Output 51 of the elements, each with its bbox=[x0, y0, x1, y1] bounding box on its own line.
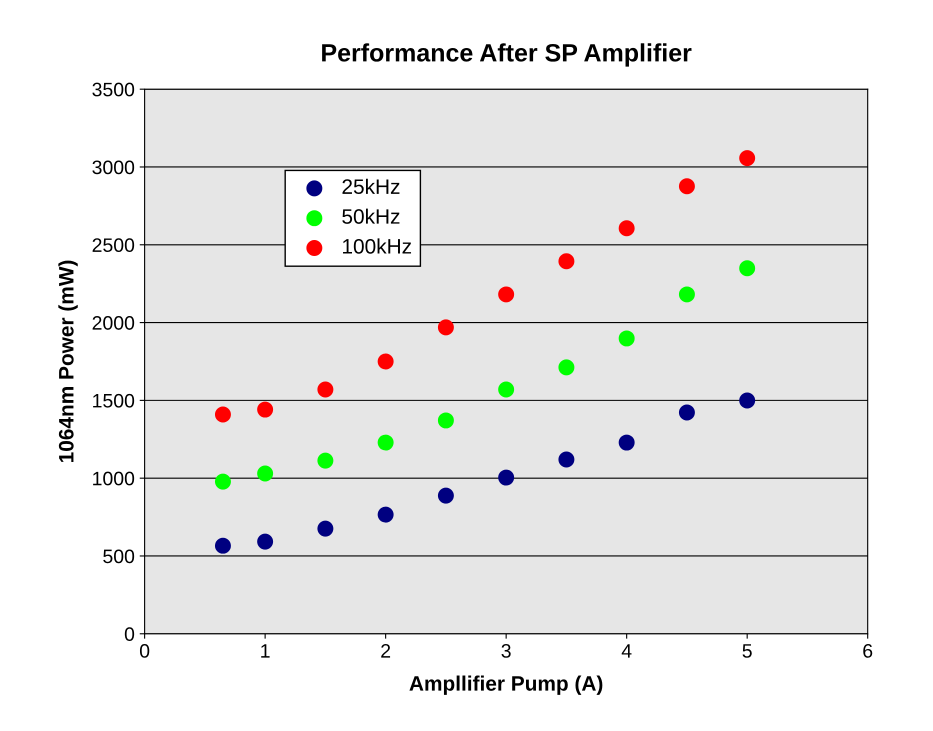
y-tick-label: 3500 bbox=[92, 82, 134, 96]
point bbox=[257, 466, 274, 482]
point bbox=[498, 470, 514, 486]
point bbox=[678, 286, 695, 302]
y-tick-label: 1000 bbox=[93, 472, 134, 486]
x-tick-label: 3 bbox=[501, 644, 511, 658]
point bbox=[257, 402, 274, 418]
y-tick-label: 2500 bbox=[92, 238, 134, 252]
y-tick-label: 0 bbox=[124, 627, 134, 642]
point bbox=[739, 260, 756, 276]
point bbox=[378, 434, 394, 451]
point bbox=[558, 452, 574, 468]
y-tick-label: 1500 bbox=[93, 394, 134, 408]
point bbox=[739, 150, 756, 166]
point bbox=[214, 538, 231, 554]
y-axis-title: 1064nm Power (mW) bbox=[58, 260, 78, 462]
point bbox=[618, 434, 635, 451]
point bbox=[558, 253, 574, 270]
chart-title: Performance After SP Amplifier bbox=[322, 43, 692, 67]
point bbox=[498, 286, 514, 302]
point bbox=[214, 406, 231, 423]
legend-label: 25kHz bbox=[342, 178, 400, 194]
point bbox=[438, 319, 454, 336]
point bbox=[438, 412, 454, 428]
point bbox=[678, 404, 695, 420]
x-tick-label: 4 bbox=[622, 644, 632, 658]
point bbox=[739, 392, 756, 409]
point bbox=[678, 178, 695, 194]
legend-label: 50kHz bbox=[342, 208, 400, 224]
x-tick-label: 2 bbox=[381, 644, 390, 658]
x-tick-label: 0 bbox=[140, 644, 150, 658]
point bbox=[438, 488, 454, 504]
x-tick-label: 1 bbox=[261, 644, 270, 658]
legend-label: 100kHz bbox=[343, 238, 412, 254]
y-tick-label: 2000 bbox=[92, 316, 134, 330]
x-tick-label: 5 bbox=[742, 644, 752, 658]
point bbox=[317, 520, 334, 537]
point bbox=[618, 330, 635, 346]
point bbox=[498, 382, 514, 398]
y-tick-label: 3000 bbox=[92, 160, 134, 174]
y-tick-label: 500 bbox=[103, 549, 134, 564]
point bbox=[257, 534, 274, 550]
point bbox=[317, 382, 334, 398]
x-axis-title: Ampllifier Pump (A) bbox=[409, 676, 602, 695]
point bbox=[214, 474, 231, 490]
point bbox=[618, 220, 635, 236]
point bbox=[378, 354, 394, 370]
point bbox=[558, 359, 574, 376]
point bbox=[378, 506, 394, 523]
x-tick-label: 6 bbox=[863, 644, 872, 658]
point bbox=[317, 452, 334, 469]
